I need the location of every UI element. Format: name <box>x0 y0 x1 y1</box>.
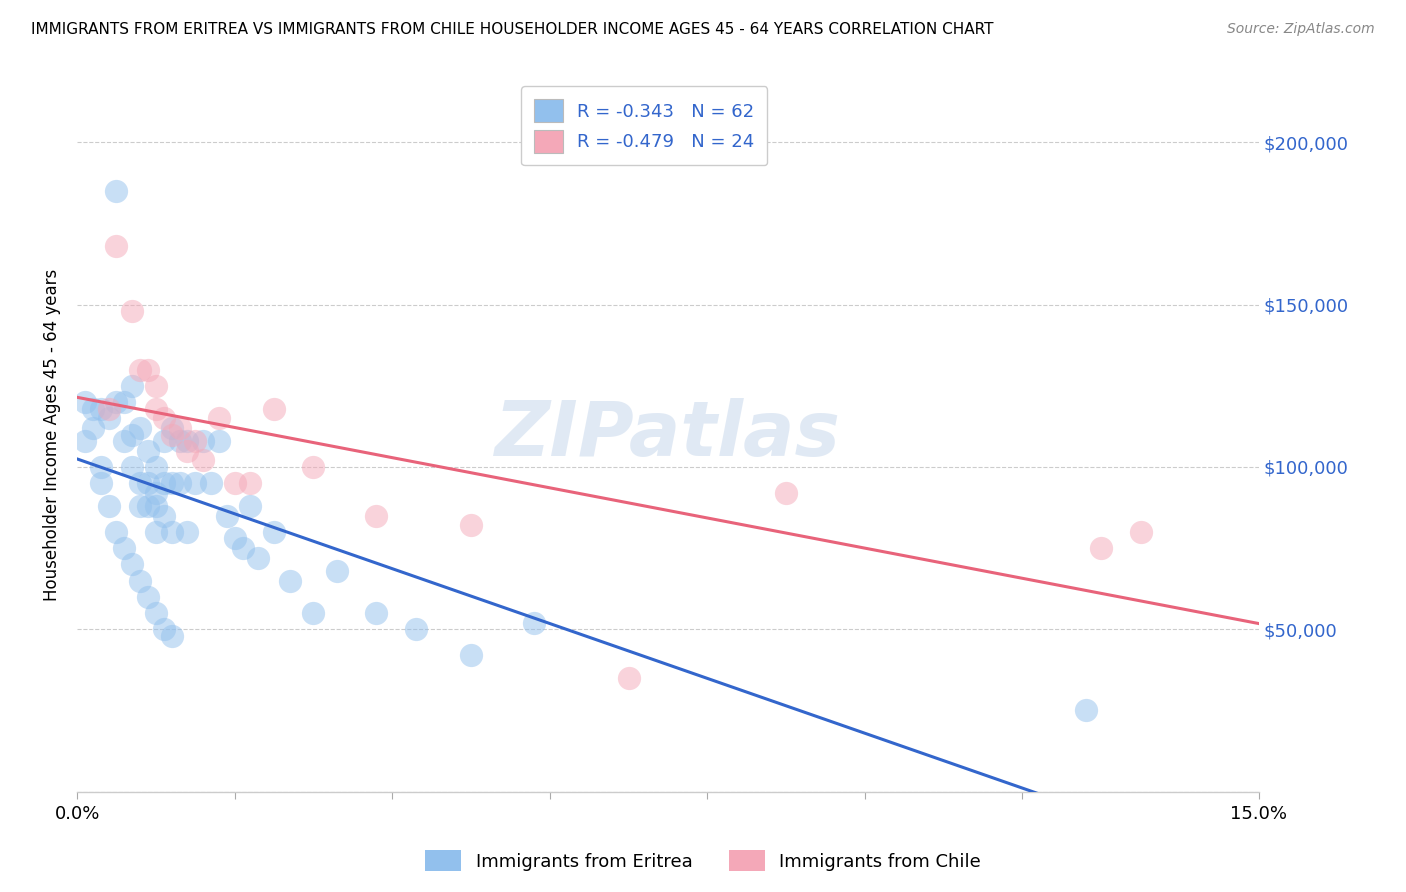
Point <box>191 453 214 467</box>
Text: IMMIGRANTS FROM ERITREA VS IMMIGRANTS FROM CHILE HOUSEHOLDER INCOME AGES 45 - 64: IMMIGRANTS FROM ERITREA VS IMMIGRANTS FR… <box>31 22 994 37</box>
Point <box>224 532 246 546</box>
Point <box>105 524 128 539</box>
Point <box>145 499 167 513</box>
Point <box>152 476 174 491</box>
Point <box>160 427 183 442</box>
Point <box>152 508 174 523</box>
Point <box>152 434 174 448</box>
Point <box>112 395 135 409</box>
Point <box>145 606 167 620</box>
Point <box>176 443 198 458</box>
Point <box>97 499 120 513</box>
Point <box>232 541 254 555</box>
Point <box>191 434 214 448</box>
Point <box>82 421 104 435</box>
Point <box>405 622 427 636</box>
Point <box>97 411 120 425</box>
Point <box>617 671 640 685</box>
Point <box>775 486 797 500</box>
Point <box>90 460 112 475</box>
Point <box>523 615 546 630</box>
Point <box>176 524 198 539</box>
Point <box>1074 703 1097 717</box>
Point <box>145 460 167 475</box>
Point <box>184 476 207 491</box>
Point <box>160 629 183 643</box>
Point <box>129 362 152 376</box>
Point <box>121 460 143 475</box>
Point <box>129 476 152 491</box>
Point <box>121 427 143 442</box>
Point <box>145 524 167 539</box>
Point <box>112 541 135 555</box>
Point <box>136 362 159 376</box>
Point <box>176 434 198 448</box>
Point <box>136 499 159 513</box>
Point <box>129 499 152 513</box>
Point <box>112 434 135 448</box>
Point <box>302 606 325 620</box>
Point <box>121 304 143 318</box>
Point <box>460 518 482 533</box>
Point <box>145 486 167 500</box>
Point <box>263 524 285 539</box>
Point <box>239 476 262 491</box>
Point <box>105 184 128 198</box>
Point <box>169 434 191 448</box>
Point <box>200 476 222 491</box>
Point <box>152 622 174 636</box>
Point <box>247 550 270 565</box>
Point <box>366 606 388 620</box>
Point <box>224 476 246 491</box>
Point <box>1129 524 1152 539</box>
Point <box>121 558 143 572</box>
Point <box>105 239 128 253</box>
Point <box>160 476 183 491</box>
Point <box>129 421 152 435</box>
Text: Source: ZipAtlas.com: Source: ZipAtlas.com <box>1227 22 1375 37</box>
Point <box>105 395 128 409</box>
Point <box>82 401 104 416</box>
Point <box>169 476 191 491</box>
Point <box>239 499 262 513</box>
Point <box>278 574 301 588</box>
Point <box>129 574 152 588</box>
Point <box>208 411 231 425</box>
Legend: Immigrants from Eritrea, Immigrants from Chile: Immigrants from Eritrea, Immigrants from… <box>418 843 988 879</box>
Point <box>160 421 183 435</box>
Point <box>97 401 120 416</box>
Point <box>90 476 112 491</box>
Point <box>169 421 191 435</box>
Point <box>136 590 159 604</box>
Point <box>302 460 325 475</box>
Point <box>136 476 159 491</box>
Text: ZIPatlas: ZIPatlas <box>495 398 841 472</box>
Point <box>1090 541 1112 555</box>
Point <box>460 648 482 663</box>
Point <box>152 411 174 425</box>
Point <box>90 401 112 416</box>
Point <box>145 401 167 416</box>
Point <box>136 443 159 458</box>
Point <box>145 379 167 393</box>
Point <box>215 508 238 523</box>
Point <box>160 524 183 539</box>
Point <box>184 434 207 448</box>
Point <box>121 379 143 393</box>
Point <box>208 434 231 448</box>
Y-axis label: Householder Income Ages 45 - 64 years: Householder Income Ages 45 - 64 years <box>44 268 60 600</box>
Point <box>73 395 96 409</box>
Point <box>73 434 96 448</box>
Point <box>326 564 349 578</box>
Legend: R = -0.343   N = 62, R = -0.479   N = 24: R = -0.343 N = 62, R = -0.479 N = 24 <box>522 87 768 165</box>
Point <box>366 508 388 523</box>
Point <box>263 401 285 416</box>
